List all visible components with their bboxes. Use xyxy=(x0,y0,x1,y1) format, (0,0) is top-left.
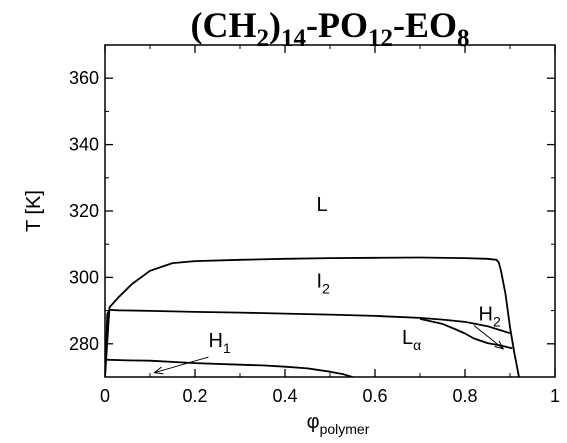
phase-label: H1 xyxy=(209,330,231,356)
axis-ticks: 0 0.2 0.4 0.6 0.8 1 280 300 320 340 360 xyxy=(69,44,560,406)
chart-title: (CH2)14-PO12-EO8 xyxy=(191,5,470,52)
h1-arrow xyxy=(154,356,209,374)
y-tick-label: 300 xyxy=(69,267,99,287)
h2-arrow xyxy=(473,325,504,350)
x-tick-label: 0.6 xyxy=(362,386,387,406)
h2-arrow-head xyxy=(494,340,505,350)
phase-label: Lα xyxy=(402,327,421,353)
phase-label: H2 xyxy=(479,304,501,330)
y-tick-label: 280 xyxy=(69,334,99,354)
phase-boundary-2 xyxy=(105,308,511,377)
phase-boundary-curves xyxy=(105,256,520,377)
x-tick-label: 0.2 xyxy=(182,386,207,406)
x-tick-label: 0.8 xyxy=(452,386,477,406)
plot-area: 0 0.2 0.4 0.6 0.8 1 280 300 320 340 360 L I2 H2 Lα H1 xyxy=(69,44,560,406)
phase-boundary-1 xyxy=(105,256,520,377)
x-axis-label: φpolymer xyxy=(307,411,370,437)
y-tick-label: 320 xyxy=(69,201,99,221)
phase-label: I2 xyxy=(317,270,331,296)
x-tick-label: 0 xyxy=(100,386,110,406)
phase-annotations: L I2 H2 Lα H1 xyxy=(153,194,505,375)
x-tick-label: 1 xyxy=(550,386,560,406)
y-tick-label: 340 xyxy=(69,135,99,155)
x-tick-label: 0.4 xyxy=(272,386,297,406)
phase-label: L xyxy=(317,194,328,216)
y-tick-label: 360 xyxy=(69,68,99,88)
phase-boundary-4 xyxy=(105,358,353,377)
y-axis-label: T [K] xyxy=(23,190,45,232)
plot-frame xyxy=(104,44,556,378)
h1-arrow-head xyxy=(153,366,164,375)
